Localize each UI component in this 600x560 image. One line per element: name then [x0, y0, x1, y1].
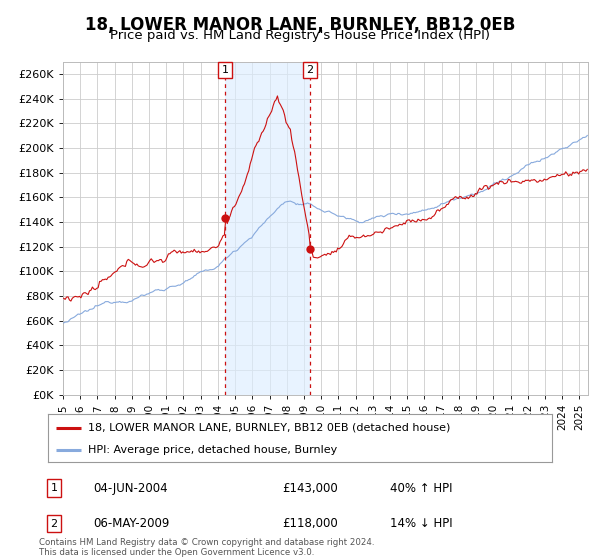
Text: 18, LOWER MANOR LANE, BURNLEY, BB12 0EB: 18, LOWER MANOR LANE, BURNLEY, BB12 0EB: [85, 16, 515, 34]
Text: 04-JUN-2004: 04-JUN-2004: [93, 482, 167, 495]
Text: Price paid vs. HM Land Registry's House Price Index (HPI): Price paid vs. HM Land Registry's House …: [110, 29, 490, 42]
Text: HPI: Average price, detached house, Burnley: HPI: Average price, detached house, Burn…: [88, 445, 338, 455]
Text: 40% ↑ HPI: 40% ↑ HPI: [390, 482, 452, 495]
Text: £143,000: £143,000: [282, 482, 338, 495]
Text: 06-MAY-2009: 06-MAY-2009: [93, 517, 169, 530]
Text: 1: 1: [50, 483, 58, 493]
Text: Contains HM Land Registry data © Crown copyright and database right 2024.
This d: Contains HM Land Registry data © Crown c…: [39, 538, 374, 557]
Text: £118,000: £118,000: [282, 517, 338, 530]
Text: 18, LOWER MANOR LANE, BURNLEY, BB12 0EB (detached house): 18, LOWER MANOR LANE, BURNLEY, BB12 0EB …: [88, 423, 451, 433]
Text: 2: 2: [306, 65, 313, 75]
Bar: [225, 62, 310, 395]
Text: 2: 2: [50, 519, 58, 529]
Text: 1: 1: [221, 65, 229, 75]
Text: 14% ↓ HPI: 14% ↓ HPI: [390, 517, 452, 530]
